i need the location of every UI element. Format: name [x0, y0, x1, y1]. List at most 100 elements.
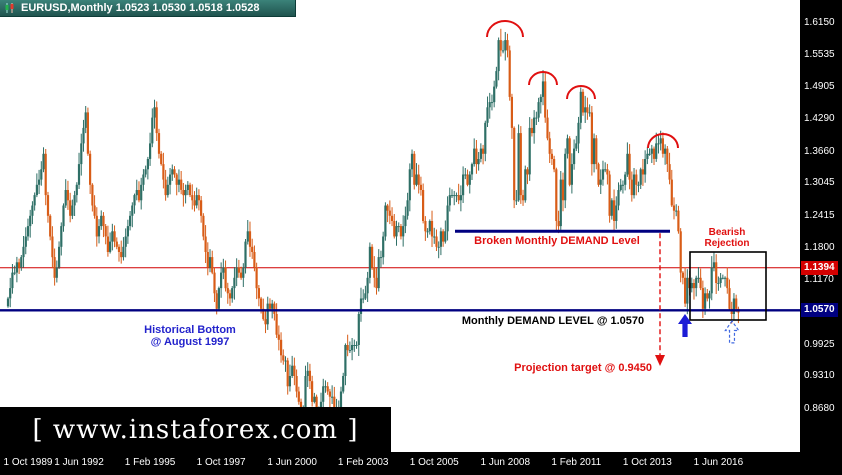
- price-axis-label: 1.1170: [804, 274, 834, 286]
- candle-body: [448, 195, 451, 206]
- candle-body: [55, 267, 58, 278]
- candle-body: [93, 205, 96, 216]
- candle-body: [246, 231, 249, 242]
- candle-body: [608, 174, 611, 216]
- candle-body: [459, 195, 462, 201]
- candle-body: [486, 107, 489, 123]
- candle-body: [362, 298, 365, 300]
- candle-body: [24, 236, 27, 247]
- candle-body: [506, 40, 509, 51]
- candle-body: [73, 195, 76, 206]
- candle-body: [615, 205, 618, 221]
- candle-body: [639, 169, 642, 185]
- candle-body: [193, 200, 196, 206]
- candle-body: [659, 138, 662, 144]
- candle-body: [482, 148, 485, 154]
- time-axis-label: 1 Oct 1997: [196, 457, 246, 468]
- candle-body: [453, 195, 456, 197]
- candle-body: [324, 386, 327, 388]
- candle-body: [291, 365, 294, 376]
- candle-body: [479, 148, 482, 159]
- candle-body: [553, 159, 556, 170]
- candle-body: [368, 246, 371, 278]
- candle-body: [268, 303, 272, 309]
- candle-body: [692, 283, 696, 289]
- chart-window-titlebar[interactable]: EURUSD,Monthly 1.0523 1.0530 1.0518 1.05…: [0, 0, 296, 17]
- candle-body: [541, 81, 545, 97]
- candle-body: [652, 148, 656, 159]
- candle-body: [213, 272, 216, 294]
- candle-body: [430, 221, 434, 237]
- candle-body: [266, 303, 269, 325]
- candle-body: [191, 195, 194, 201]
- candle-body: [91, 184, 94, 206]
- candle-body: [590, 112, 593, 165]
- candle-body: [575, 143, 578, 149]
- time-axis-label: 1 Jun 2000: [267, 457, 317, 468]
- candle-body: [248, 231, 252, 247]
- candle-body: [240, 272, 243, 278]
- candle-body: [86, 112, 89, 154]
- candle-body: [559, 179, 562, 227]
- time-axis-label: 1 Feb 1995: [124, 457, 176, 468]
- candle-body: [175, 174, 178, 185]
- candle-body: [644, 159, 647, 175]
- candle-body: [146, 159, 149, 170]
- price-tag-1.0570: 1.0570: [801, 303, 838, 318]
- candle-body: [715, 262, 718, 283]
- candle-body: [417, 174, 420, 185]
- chart-icon: [5, 3, 14, 13]
- candle-body: [164, 179, 167, 196]
- candle-body: [650, 148, 653, 154]
- candle-body: [359, 298, 363, 314]
- price-axis[interactable]: 1.6150 1.5535 1.4905 1.4290 1.3660 1.3045 1.24…: [800, 0, 842, 475]
- candle-body: [255, 267, 258, 289]
- candle-body: [566, 138, 569, 154]
- candle-body: [15, 262, 18, 273]
- candle-body: [546, 117, 549, 139]
- candle-body: [35, 184, 38, 196]
- time-axis-label: 1 Oct 2005: [409, 457, 459, 468]
- candle-body: [46, 195, 50, 216]
- candlestick-chart: [0, 20, 800, 428]
- time-axis[interactable]: 1 Oct 1989 1 Jun 1992 1 Feb 1995 1 Oct 1997…: [0, 452, 842, 475]
- candle-body: [364, 293, 367, 299]
- candle-body: [408, 169, 411, 201]
- candle-body: [446, 205, 449, 232]
- chart-plot-area[interactable]: Broken Monthly DEMAND Level Monthly DEMA…: [0, 0, 800, 452]
- candle-body: [664, 148, 667, 154]
- candle-body: [610, 200, 613, 216]
- candle-body: [726, 277, 729, 289]
- price-axis-label: 1.6150: [804, 17, 835, 28]
- candle-body: [439, 231, 442, 247]
- candle-body: [666, 148, 669, 165]
- candle-body: [604, 169, 607, 171]
- candle-body: [455, 195, 458, 197]
- candle-body: [428, 221, 431, 232]
- candle-body: [211, 257, 214, 273]
- candle-body: [357, 314, 360, 345]
- price-axis-label: 1.4290: [804, 113, 835, 125]
- demand-touch-arrow-dashed: [724, 319, 740, 344]
- candle-body: [124, 236, 127, 247]
- candle-body: [113, 231, 116, 242]
- candle-body: [53, 257, 56, 278]
- candle-body: [419, 184, 422, 190]
- candle-body: [66, 190, 69, 201]
- price-axis-label: 1.5535: [804, 48, 835, 60]
- candle-body: [435, 236, 438, 247]
- candle-body: [311, 381, 314, 402]
- candle-body: [724, 277, 727, 279]
- candle-body: [539, 96, 542, 103]
- candle-body: [297, 391, 300, 402]
- candle-body: [462, 174, 465, 196]
- candle-body: [171, 169, 174, 175]
- candle-body: [613, 200, 616, 221]
- candle-body: [151, 117, 154, 144]
- candle-body: [708, 293, 711, 299]
- candle-body: [260, 298, 263, 309]
- time-axis-label: 1 Feb 2011: [551, 457, 602, 468]
- candle-body: [513, 127, 516, 201]
- candle-body: [535, 117, 538, 119]
